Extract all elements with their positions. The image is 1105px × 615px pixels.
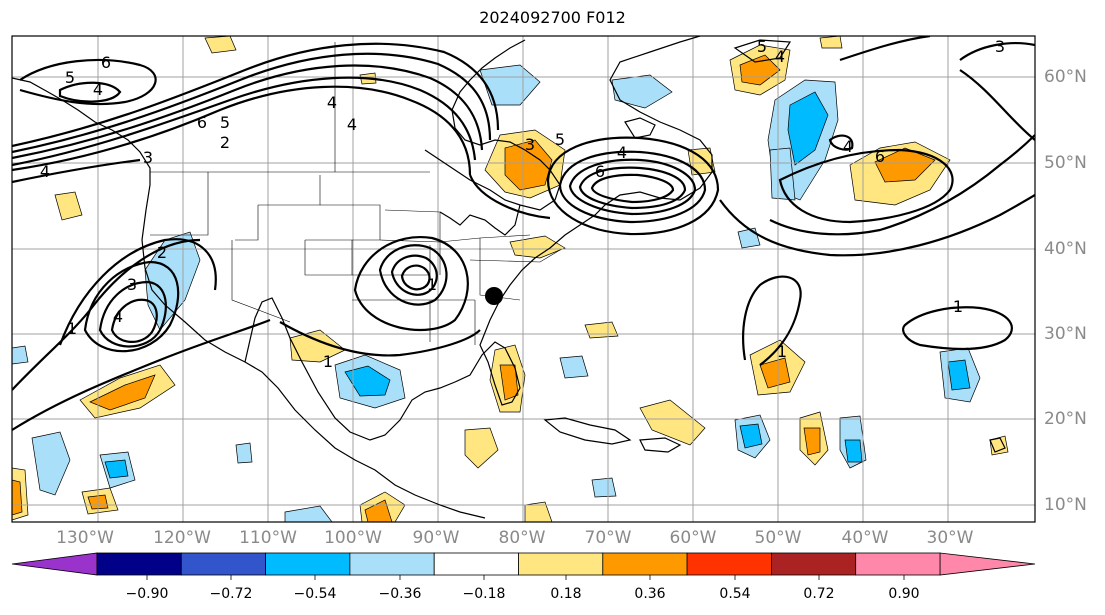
lon-label: 90°W <box>412 528 460 548</box>
contours <box>12 36 1035 431</box>
lon-label: 80°W <box>498 528 546 548</box>
colorbar-tick-label: −0.90 <box>125 586 169 602</box>
contour-label: 1 <box>953 297 963 316</box>
contour-label: 4 <box>617 143 627 162</box>
colorbar-bin <box>771 552 857 576</box>
contour-label: 6 <box>875 147 885 166</box>
colorbar-tick-label: 0.36 <box>634 586 666 602</box>
storm-center-marker <box>485 287 503 305</box>
contour-label: 1 <box>67 319 77 338</box>
colorbar-tick-label: −0.72 <box>209 586 253 602</box>
contour-label: 5 <box>757 37 767 56</box>
colorbar-tick-label: 0.54 <box>719 586 751 602</box>
contour-labels: 6 5 4 4 6 5 2 3 4 4 3 5 6 4 2 3 4 1 1 1 … <box>40 37 1005 371</box>
map-title: 2024092700 F012 <box>479 8 626 27</box>
contour-label: 5 <box>555 130 565 149</box>
colorbar-tick-label: 0.72 <box>803 586 835 602</box>
contour-label: 6 <box>197 113 207 132</box>
map-frame <box>11 35 1036 523</box>
contour-label: 4 <box>843 137 853 156</box>
colorbar-extend-high <box>939 552 1036 576</box>
lon-label: 30°W <box>926 528 974 548</box>
colorbar-bin <box>433 552 519 576</box>
lon-label: 50°W <box>754 528 802 548</box>
contour-label: 5 <box>65 68 75 87</box>
colorbar-bin <box>180 552 267 576</box>
colorbar-extend-low <box>11 552 98 576</box>
colorbar-tick-label: 0.90 <box>888 586 920 602</box>
lat-label: 20°N <box>1044 409 1087 429</box>
contour-label: 2 <box>157 243 167 262</box>
contour-label: 4 <box>347 115 357 134</box>
lat-label: 10°N <box>1044 495 1087 515</box>
lon-label: 130°W <box>56 528 114 548</box>
contour-label: 3 <box>143 148 153 167</box>
lon-label: 70°W <box>584 528 632 548</box>
colorbar-bin <box>265 552 351 576</box>
lat-label: 60°N <box>1044 67 1087 87</box>
contour-label: 1 <box>323 352 333 371</box>
lat-label: 30°N <box>1044 324 1087 344</box>
contour-label: 4 <box>113 307 123 326</box>
contour-label: 3 <box>995 37 1005 56</box>
contour-label: 6 <box>101 53 111 72</box>
lat-label: 40°N <box>1044 239 1087 259</box>
contour-label: 2 <box>220 133 230 152</box>
contour-label: 4 <box>40 162 50 181</box>
contour-label: 6 <box>595 162 605 181</box>
colorbar-tick-label: −0.18 <box>462 586 506 602</box>
colorbar-tick-label: 0.18 <box>550 586 582 602</box>
contour-label: 4 <box>775 47 785 66</box>
colorbar-bin <box>686 552 772 576</box>
lon-label: 100°W <box>324 528 382 548</box>
lon-label: 120°W <box>153 528 211 548</box>
contour-label: 3 <box>127 275 137 294</box>
colorbar-bin <box>855 552 941 576</box>
lon-label: 60°W <box>669 528 717 548</box>
colorbar-tick-label: −0.36 <box>378 586 422 602</box>
contour-label: 4 <box>327 93 337 112</box>
lat-label: 50°N <box>1044 153 1087 173</box>
contour-label: 1 <box>427 275 437 294</box>
contour-label: 3 <box>525 135 535 154</box>
colorbar-bin <box>349 552 435 576</box>
contour-label: 1 <box>777 342 787 361</box>
colorbar-tick-label: −0.54 <box>293 586 337 602</box>
colorbar-bin <box>518 552 604 576</box>
contour-label: 5 <box>220 113 230 132</box>
colorbar <box>11 552 1036 580</box>
lon-label: 40°W <box>841 528 889 548</box>
colorbar-bin <box>96 552 182 576</box>
lon-label: 110°W <box>239 528 297 548</box>
colorbar-bin <box>602 552 688 576</box>
contour-label: 4 <box>93 80 103 99</box>
state-borders <box>150 42 561 345</box>
